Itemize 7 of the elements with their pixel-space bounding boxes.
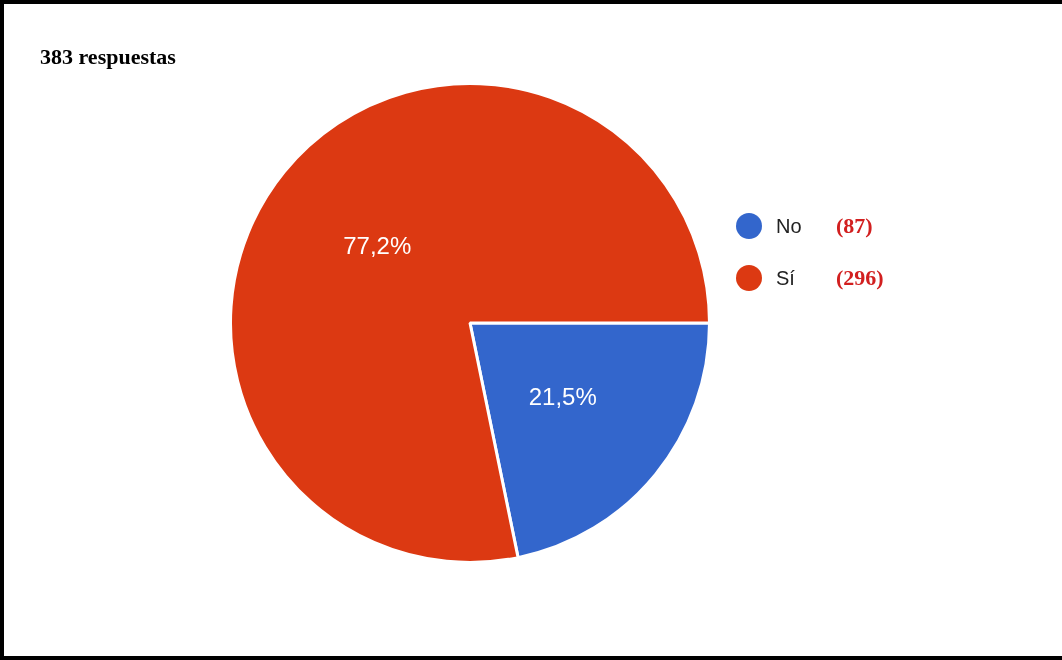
legend-label: No <box>776 214 803 238</box>
text: (296) <box>836 265 884 291</box>
data-label: 77,2% <box>343 231 412 259</box>
text: (87) <box>836 213 873 239</box>
data-label: 21,5% <box>528 383 597 411</box>
legend-label: Sí <box>776 266 796 290</box>
chart-title: 383 respuestas <box>40 44 176 70</box>
